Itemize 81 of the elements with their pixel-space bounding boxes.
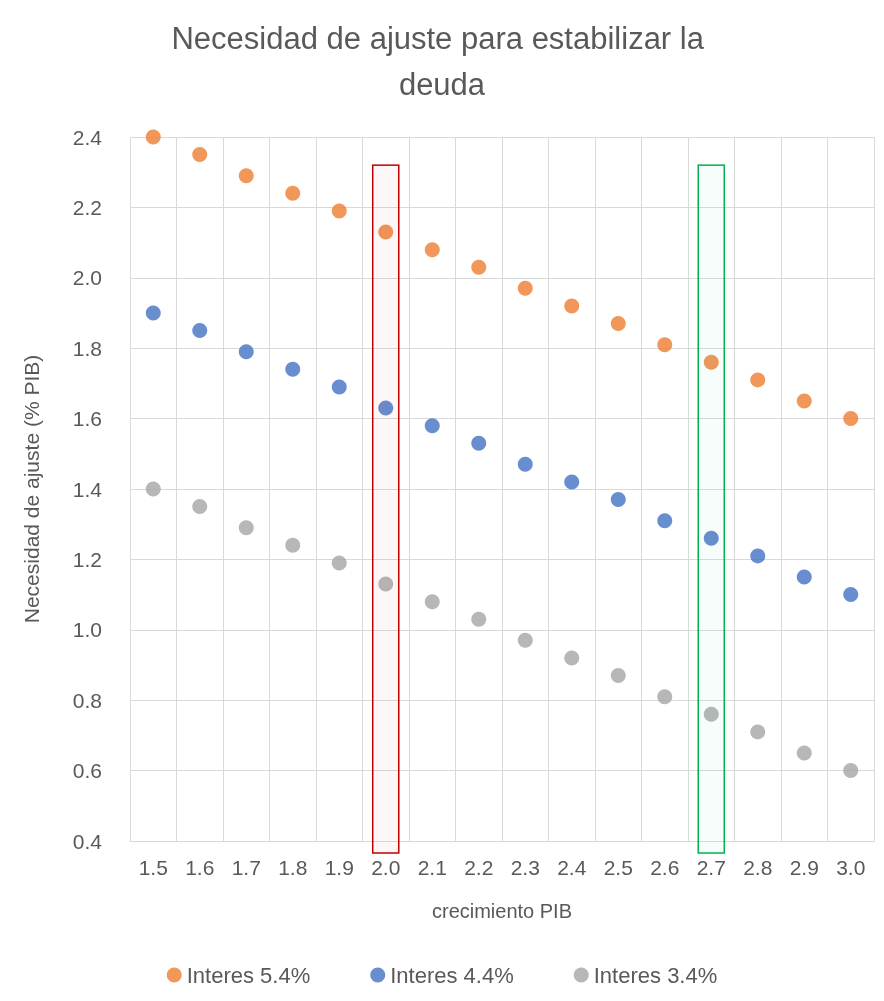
y-tick-label: 1.6	[72, 407, 102, 431]
point	[564, 474, 580, 490]
point	[657, 337, 673, 353]
point	[517, 456, 533, 472]
y-tick-label: 2.0	[72, 266, 102, 290]
y-axis-title: Necesidad de ajuste (% PIB)	[20, 354, 43, 624]
point	[703, 530, 719, 546]
point	[471, 435, 487, 451]
point	[750, 372, 766, 388]
point	[843, 763, 859, 779]
point	[610, 316, 626, 332]
point	[657, 513, 673, 529]
point	[192, 499, 208, 515]
point	[610, 668, 626, 684]
x-tick-label: 2.6	[650, 856, 680, 879]
x-tick-label: 2.0	[371, 856, 401, 879]
y-tick-label: 1.4	[72, 477, 103, 501]
point	[796, 745, 812, 761]
x-tick-label: 2.5	[603, 856, 633, 879]
point	[796, 393, 812, 409]
point	[285, 185, 301, 201]
y-tick-label: 0.4	[72, 829, 103, 853]
point	[331, 379, 347, 395]
y-tick-label: 1.0	[72, 618, 102, 642]
x-tick-label: 2.2	[464, 856, 494, 879]
point	[564, 298, 580, 314]
point	[703, 706, 719, 722]
point	[750, 724, 766, 740]
y-tick-label: 2.2	[72, 195, 102, 219]
x-tick-label: 1.8	[278, 856, 308, 879]
point	[378, 400, 394, 416]
point	[145, 305, 161, 321]
y-tick-label: 0.6	[72, 759, 102, 783]
point	[238, 168, 254, 184]
point	[471, 611, 487, 627]
point	[145, 481, 161, 497]
point	[378, 576, 394, 592]
point	[703, 354, 719, 370]
x-tick-label: 3.0	[836, 856, 866, 879]
point	[238, 344, 254, 360]
point	[471, 259, 487, 275]
x-axis-title: crecimiento PIB	[431, 900, 573, 922]
point	[192, 147, 208, 163]
point	[517, 280, 533, 296]
point	[750, 548, 766, 564]
point	[285, 537, 301, 553]
point	[145, 129, 161, 145]
point	[843, 587, 859, 603]
y-tick-label: 1.2	[72, 547, 102, 571]
x-tick-label: 2.1	[417, 856, 447, 879]
point	[192, 323, 208, 339]
x-tick-label: 2.9	[789, 856, 819, 879]
x-tick-label: 2.7	[696, 856, 726, 879]
point	[424, 594, 440, 610]
point	[424, 242, 440, 258]
y-tick-label: 2.4	[72, 125, 103, 149]
y-tick-label: 1.8	[72, 336, 102, 360]
x-tick-label: 1.5	[138, 856, 168, 879]
point	[285, 361, 301, 377]
legend-label: Interes 5.4%	[186, 962, 311, 988]
chart-title: Necesidad de ajuste para estabilizar la deuda	[171, 20, 713, 102]
point	[424, 418, 440, 434]
point	[796, 569, 812, 585]
x-tick-label: 2.4	[557, 856, 587, 879]
y-tick-label: 0.8	[72, 688, 102, 712]
point	[657, 689, 673, 705]
point	[564, 650, 580, 666]
x-tick-label: 1.9	[324, 856, 354, 879]
point	[378, 224, 394, 240]
legend-label: Interes 3.4%	[593, 962, 718, 988]
x-tick-label: 1.7	[231, 856, 261, 879]
point	[331, 203, 347, 219]
x-tick-label: 1.6	[185, 856, 215, 879]
x-tick-label: 2.8	[743, 856, 773, 879]
point	[843, 411, 859, 427]
point	[610, 492, 626, 508]
x-tick-label: 2.3	[510, 856, 540, 879]
legend-label: Interes 4.4%	[390, 962, 514, 988]
point	[517, 632, 533, 648]
point	[238, 520, 254, 536]
point	[331, 555, 347, 571]
